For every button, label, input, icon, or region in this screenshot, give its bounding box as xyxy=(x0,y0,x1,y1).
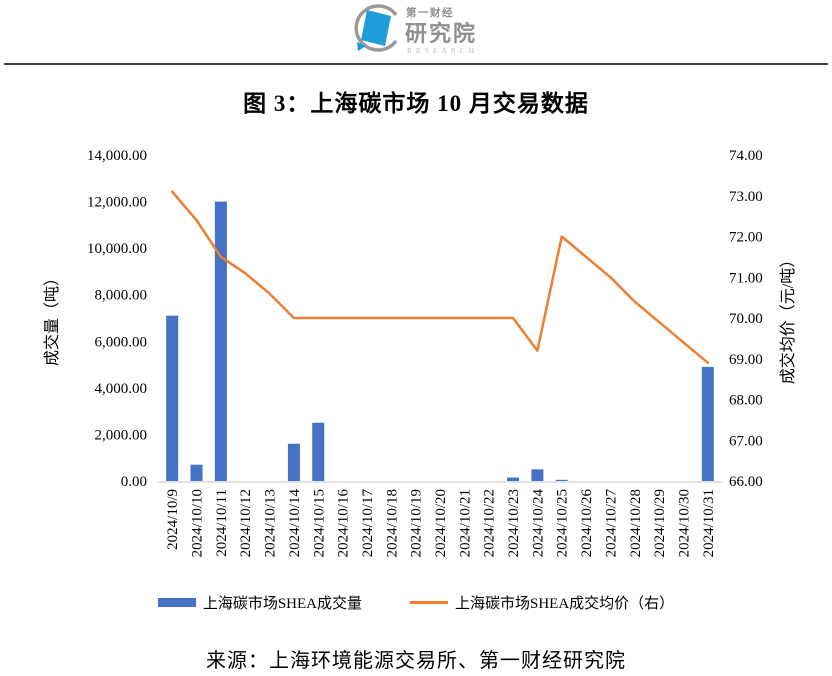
logo-text-line3: RESEARCH xyxy=(407,46,478,55)
left-axis-tick: 0.00 xyxy=(121,474,147,490)
logo-graphic: 第一财经 研究院 RESEARCH xyxy=(354,4,478,55)
x-axis-tick: 2024/10/12 xyxy=(238,489,254,557)
header-divider xyxy=(4,63,828,65)
left-axis-tick: 12,000.00 xyxy=(87,195,147,211)
volume-bar xyxy=(531,469,544,481)
volume-bar xyxy=(190,464,203,481)
right-axis-tick: 70.00 xyxy=(729,311,763,327)
logo-circle xyxy=(354,4,398,52)
chart-area: 0.00 2,000.00 4,000.00 6,000.00 8,000.00 10,0… xyxy=(0,130,832,592)
left-axis-tick: 2,000.00 xyxy=(95,427,148,443)
right-axis-tick: 66.00 xyxy=(729,474,763,490)
x-axis-tick: 2024/10/9 xyxy=(165,489,181,550)
right-axis-tick: 69.00 xyxy=(729,352,763,368)
volume-bar xyxy=(507,477,520,481)
volume-bar xyxy=(312,422,325,481)
volume-bar xyxy=(555,479,568,481)
right-axis-tick: 67.00 xyxy=(729,433,763,449)
x-axis-tick: 2024/10/20 xyxy=(433,489,449,557)
logo-text-line1: 第一财经 xyxy=(406,6,454,19)
legend-label-price: 上海碳市场SHEA成交均价（右） xyxy=(455,596,675,612)
legend-item-price: 上海碳市场SHEA成交均价（右） xyxy=(410,592,674,613)
x-axis-tick: 2024/10/29 xyxy=(652,489,668,557)
logo-nib xyxy=(357,42,366,51)
x-axis-tick: 2024/10/13 xyxy=(263,489,279,557)
volume-bar xyxy=(214,201,227,482)
right-axis-title: 成交均价（元/吨） xyxy=(779,252,797,384)
x-axis-tick: 2024/10/17 xyxy=(360,489,376,558)
x-axis-tick: 2024/10/16 xyxy=(336,489,352,558)
x-axis-tick: 2024/10/27 xyxy=(603,489,619,558)
x-axis-tick: 2024/10/25 xyxy=(555,489,571,557)
right-axis-tick: 71.00 xyxy=(729,270,763,286)
volume-swatch xyxy=(157,598,196,607)
chart-legend: 上海碳市场SHEA成交量 上海碳市场SHEA成交均价（右） xyxy=(0,592,832,613)
x-axis-tick: 2024/10/15 xyxy=(311,489,327,557)
legend-item-volume: 上海碳市场SHEA成交量 xyxy=(157,592,362,613)
x-axis-tick: 2024/10/14 xyxy=(287,489,303,558)
x-axis-tick: 2024/10/23 xyxy=(506,489,522,557)
x-axis-tick: 2024/10/30 xyxy=(676,489,692,557)
left-axis-tick: 8,000.00 xyxy=(95,288,148,304)
x-axis-tick: 2024/10/28 xyxy=(628,489,644,557)
price-line xyxy=(170,190,710,365)
left-axis-tick: 10,000.00 xyxy=(87,241,147,257)
x-axis-tick: 2024/10/26 xyxy=(579,489,595,558)
price-swatch xyxy=(410,601,448,604)
legend-label-volume: 上海碳市场SHEA成交量 xyxy=(202,596,362,612)
left-axis-title: 成交量（吨） xyxy=(43,270,61,366)
x-axis-tick: 2024/10/11 xyxy=(214,489,230,557)
left-axis-tick: 14,000.00 xyxy=(87,148,147,164)
left-axis-tick: 4,000.00 xyxy=(95,381,148,397)
left-axis-tick: 6,000.00 xyxy=(95,334,148,350)
volume-bar xyxy=(287,443,300,481)
x-axis-tick: 2024/10/10 xyxy=(190,489,206,557)
volume-bar xyxy=(701,366,714,481)
logo-text-line2: 研究院 xyxy=(405,21,477,46)
right-axis-tick: 72.00 xyxy=(729,230,763,246)
x-axis-tick: 2024/10/31 xyxy=(701,489,717,557)
right-axis-tick: 74.00 xyxy=(729,148,763,164)
x-axis-tick: 2024/10/22 xyxy=(482,489,498,557)
x-axis-tick: 2024/10/21 xyxy=(457,489,473,557)
publisher-logo: 第一财经 研究院 RESEARCH xyxy=(336,0,506,60)
chart-canvas: 0.00 2,000.00 4,000.00 6,000.00 8,000.00 10,0… xyxy=(43,148,797,558)
right-axis-tick: 73.00 xyxy=(729,189,763,205)
figure-title: 图 3：上海碳市场 10 月交易数据 xyxy=(243,91,589,116)
x-axis-tick: 2024/10/19 xyxy=(409,489,425,557)
x-axis-tick: 2024/10/18 xyxy=(384,489,400,557)
logo-parallelogram xyxy=(361,10,391,46)
source-note: 来源：上海环境能源交易所、第一财经研究院 xyxy=(206,650,626,672)
volume-bar xyxy=(166,315,179,481)
right-axis-tick: 68.00 xyxy=(729,393,763,409)
x-axis-tick: 2024/10/24 xyxy=(530,489,546,558)
